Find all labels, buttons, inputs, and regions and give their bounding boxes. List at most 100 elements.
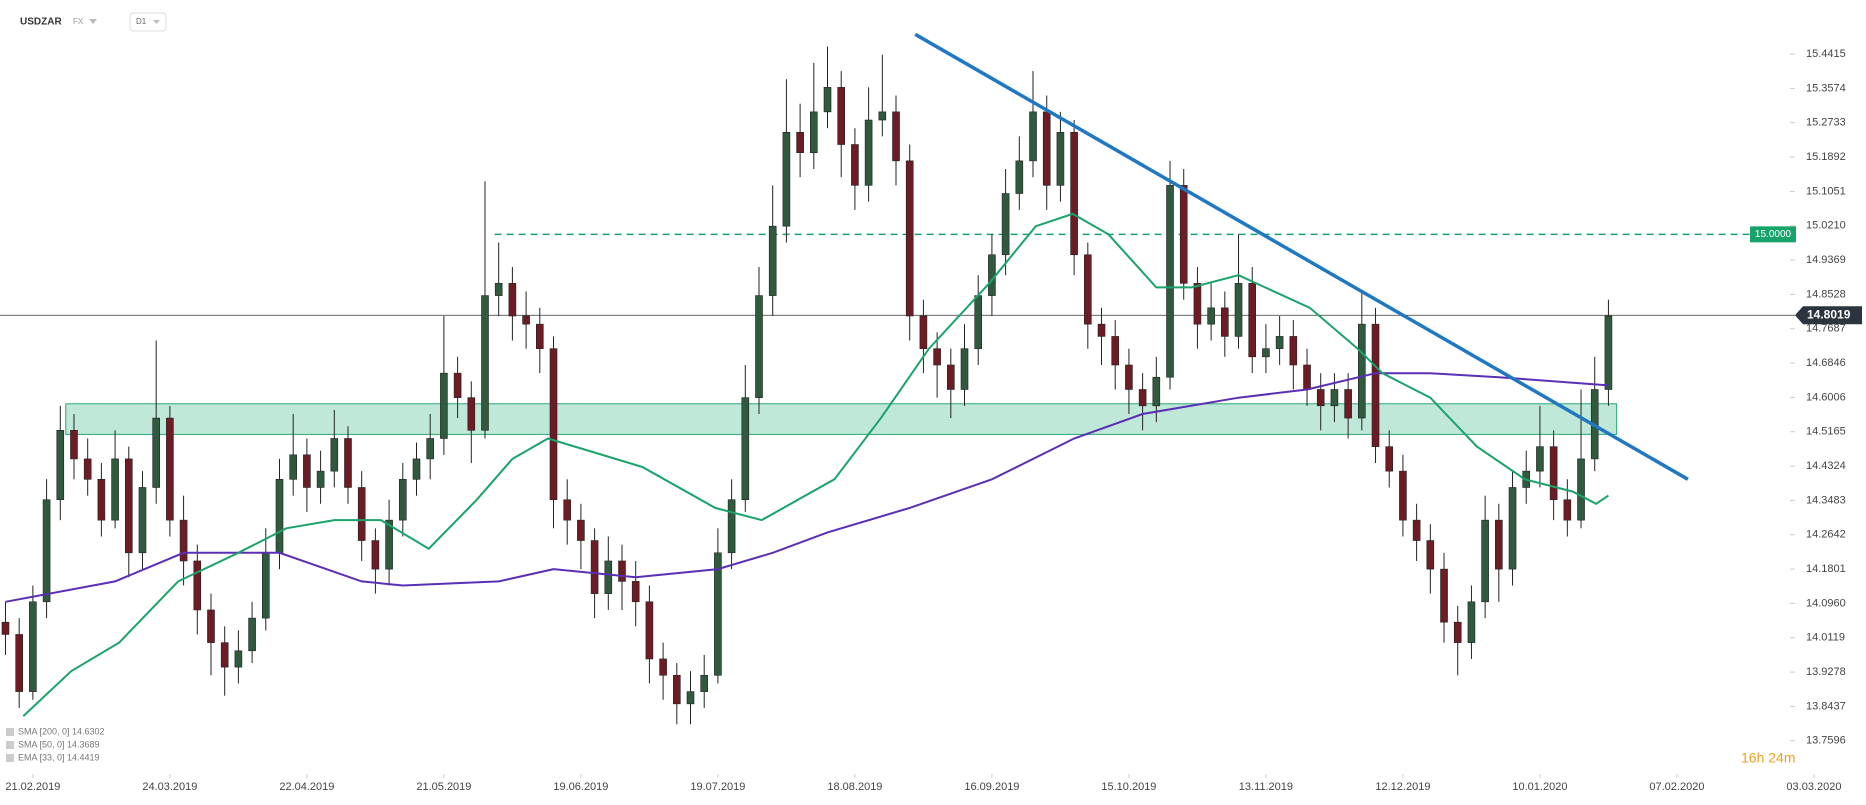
support-zone (65, 403, 1618, 435)
candle-body (1385, 446, 1394, 472)
dropdown-arrow[interactable] (153, 20, 160, 24)
x-tick-label: 15.10.2019 (1101, 781, 1156, 793)
x-tick-label: 21.05.2019 (416, 781, 471, 793)
candle-body (1426, 540, 1435, 570)
countdown: 16h 24m (1741, 750, 1795, 766)
x-tick-label: 22.04.2019 (279, 781, 334, 793)
candle-body (988, 254, 996, 296)
candle-body (42, 499, 51, 603)
legend-icon (6, 741, 14, 749)
candle-body (645, 601, 654, 660)
y-tick-label: 14.1801 (1806, 563, 1846, 575)
y-tick-label: 14.7687 (1806, 323, 1846, 335)
candle-body (768, 225, 777, 296)
candle-body (535, 323, 544, 349)
candle-body (179, 519, 188, 562)
candle-body (631, 581, 640, 603)
candle-body (371, 540, 380, 570)
y-tick-label: 15.4415 (1806, 48, 1846, 60)
y-tick-label: 13.9278 (1806, 666, 1846, 678)
candle-body (1453, 621, 1462, 643)
x-tick-label: 19.06.2019 (553, 781, 608, 793)
candle-body (618, 560, 626, 582)
candle-body (398, 479, 407, 521)
indicator-line (5, 372, 1609, 603)
candle-body (1125, 364, 1133, 390)
candle-body (851, 144, 859, 186)
candle-body (467, 397, 476, 431)
candle-body (1097, 323, 1106, 337)
candle-body (810, 111, 818, 153)
x-tick-label: 12.12.2019 (1375, 781, 1430, 793)
interval-box[interactable] (129, 12, 167, 32)
candle-body (70, 430, 78, 460)
y-tick-label: 14.0119 (1806, 632, 1845, 644)
candle-body (15, 634, 23, 692)
candle-body (1152, 376, 1161, 407)
candle-body (508, 283, 517, 317)
candle-body (193, 560, 202, 611)
candle-body (1193, 283, 1202, 325)
y-tick-label: 14.3483 (1806, 494, 1846, 506)
candle-body (1563, 499, 1572, 521)
candle-body (138, 487, 147, 554)
candle-body (1412, 519, 1421, 541)
candle-body (1536, 446, 1544, 472)
candle-body (248, 617, 256, 652)
x-tick-label: 24.03.2019 (142, 781, 197, 793)
candle-body (426, 438, 434, 460)
candle-body (1549, 446, 1558, 501)
candle-body (714, 552, 722, 676)
legend-entry: EMA [33, 0] 14.4419 (18, 752, 100, 762)
candle-body (1111, 336, 1120, 366)
candle-body (234, 650, 243, 668)
candle-body (686, 691, 695, 705)
candle-body (357, 487, 366, 541)
x-tick-label: 10.01.2020 (1512, 781, 1567, 793)
candle-body (1248, 283, 1257, 358)
y-tick-label: 14.4324 (1806, 460, 1846, 472)
candle-body (1440, 568, 1448, 623)
market: FX (73, 17, 84, 26)
y-tick-label: 15.1892 (1806, 151, 1846, 163)
candle-body (1029, 111, 1037, 162)
candle-body (782, 131, 791, 227)
trendline (914, 32, 1689, 481)
candle-body (823, 87, 832, 113)
candle-body (864, 119, 873, 186)
candle-body (673, 674, 681, 705)
candle-body (1138, 389, 1147, 407)
level-label-box (1750, 226, 1796, 243)
candle-body (974, 295, 983, 349)
candle-body (481, 295, 489, 431)
legend-icon (6, 728, 14, 736)
legend-entry: SMA [50, 0] 14.3689 (18, 739, 100, 749)
candle-body (1330, 389, 1339, 407)
candle-body (1179, 185, 1188, 284)
candle-body (412, 458, 421, 480)
candle-body (1289, 336, 1298, 366)
candle-body (289, 454, 297, 480)
candle-body (316, 470, 325, 488)
candle-body (1084, 254, 1092, 325)
candle-body (303, 454, 311, 488)
dropdown-arrow[interactable] (89, 19, 97, 24)
candle-body (1495, 519, 1503, 570)
candle-body (549, 348, 558, 501)
interval[interactable]: D1 (136, 17, 147, 26)
y-tick-label: 13.8437 (1806, 700, 1846, 712)
y-tick-label: 15.1051 (1806, 185, 1846, 197)
y-tick-label: 15.2733 (1806, 117, 1846, 129)
candle-body (522, 315, 530, 325)
candle-body (1015, 160, 1024, 194)
candle-body (111, 458, 119, 521)
candle-body (166, 417, 174, 521)
candle-body (1042, 111, 1051, 186)
candle-body (1399, 470, 1407, 521)
candle-body (1234, 283, 1243, 337)
y-tick-label: 13.7596 (1806, 735, 1846, 747)
candle-body (97, 479, 106, 521)
candle-body (207, 609, 215, 643)
x-tick-label: 07.02.2020 (1649, 781, 1704, 793)
x-tick-label: 03.03.2020 (1786, 781, 1841, 793)
